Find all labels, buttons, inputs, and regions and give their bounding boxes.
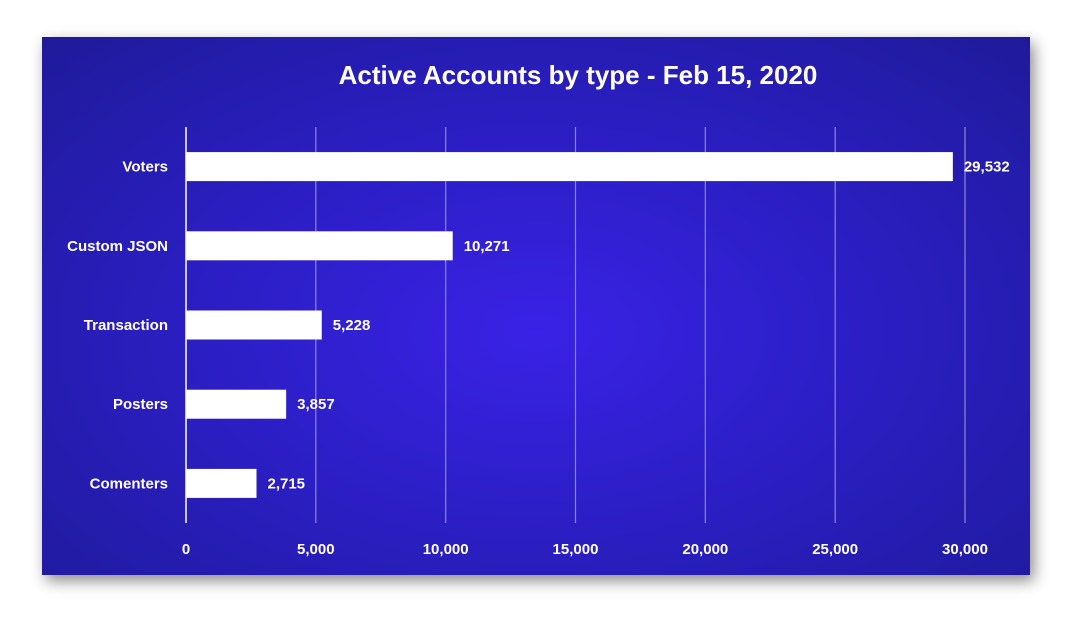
- x-tick-label-0: 0: [182, 541, 190, 558]
- category-label-0: Voters: [122, 159, 168, 176]
- x-tick-label-1: 5,000: [297, 541, 335, 558]
- x-tick-label-5: 25,000: [812, 541, 858, 558]
- data-label-2: 5,228: [333, 317, 371, 334]
- bar-posters: [186, 389, 287, 419]
- category-label-3: Posters: [113, 396, 168, 413]
- bar-custom-json: [186, 231, 453, 261]
- x-tick-label-6: 30,000: [942, 541, 988, 558]
- bar-voters: [186, 152, 953, 182]
- x-tick-label-3: 15,000: [553, 541, 599, 558]
- labels: 0 5,000 10,000 15,000 20,000 25,000 30,000 Vote…: [67, 159, 1010, 558]
- bars: [186, 152, 953, 498]
- data-label-0: 29,532: [964, 159, 1010, 176]
- grid: [315, 127, 966, 523]
- x-tick-label-2: 10,000: [423, 541, 469, 558]
- bar-comenters: [186, 468, 257, 498]
- category-label-4: Comenters: [90, 475, 168, 492]
- chart-title: Active Accounts by type - Feb 15, 2020: [339, 60, 818, 90]
- bar-transaction: [186, 310, 322, 340]
- category-label-1: Custom JSON: [67, 238, 168, 255]
- data-label-4: 2,715: [267, 475, 305, 492]
- category-label-2: Transaction: [84, 317, 168, 334]
- data-label-1: 10,271: [464, 238, 510, 255]
- x-tick-label-4: 20,000: [682, 541, 728, 558]
- data-label-3: 3,857: [297, 396, 335, 413]
